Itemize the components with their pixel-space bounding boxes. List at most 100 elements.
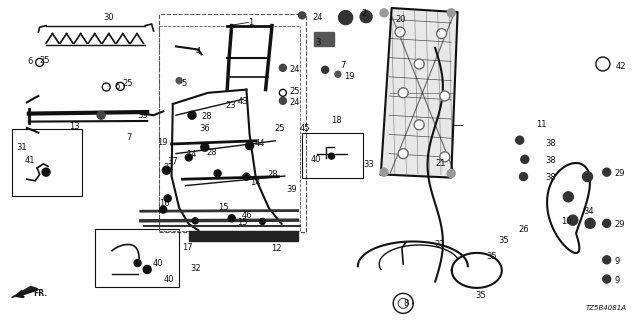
Circle shape — [201, 143, 209, 151]
Circle shape — [163, 166, 170, 174]
Text: 46: 46 — [242, 211, 253, 220]
Text: 40: 40 — [310, 155, 321, 164]
Circle shape — [380, 9, 388, 17]
Circle shape — [192, 218, 198, 224]
Circle shape — [414, 59, 424, 69]
Circle shape — [42, 168, 50, 176]
Text: 25: 25 — [123, 79, 133, 88]
Text: 44: 44 — [255, 139, 265, 148]
Circle shape — [259, 219, 266, 224]
Circle shape — [134, 260, 141, 267]
Text: 30: 30 — [104, 13, 115, 22]
Circle shape — [36, 59, 44, 67]
Text: 6: 6 — [114, 82, 119, 91]
Text: 45: 45 — [300, 124, 310, 133]
Circle shape — [246, 141, 253, 150]
Text: 36: 36 — [200, 124, 211, 133]
Circle shape — [280, 97, 286, 104]
Text: 11: 11 — [536, 120, 547, 129]
Text: 28: 28 — [202, 112, 212, 121]
Circle shape — [214, 170, 221, 177]
Polygon shape — [12, 286, 37, 298]
Circle shape — [414, 120, 424, 130]
Bar — [95, 229, 179, 287]
Circle shape — [520, 172, 527, 180]
Circle shape — [280, 89, 286, 96]
Text: 20: 20 — [396, 15, 406, 24]
Circle shape — [582, 172, 593, 182]
Circle shape — [436, 28, 447, 39]
Text: 3: 3 — [316, 38, 321, 47]
Text: 38: 38 — [545, 173, 556, 182]
Text: 21: 21 — [435, 159, 445, 168]
Text: 25: 25 — [40, 56, 50, 65]
Text: 24: 24 — [312, 13, 323, 22]
Text: 41: 41 — [24, 156, 35, 165]
Text: 12: 12 — [271, 244, 281, 253]
Circle shape — [188, 111, 196, 119]
Text: 31: 31 — [16, 143, 27, 152]
Text: 22: 22 — [163, 163, 173, 172]
Text: FR.: FR. — [33, 289, 47, 298]
Text: 40: 40 — [152, 259, 163, 268]
Text: 23: 23 — [225, 101, 236, 110]
Text: 32: 32 — [191, 264, 202, 273]
Circle shape — [603, 256, 611, 264]
Text: 19: 19 — [157, 138, 167, 147]
Text: 27: 27 — [434, 240, 445, 249]
Circle shape — [440, 91, 450, 101]
Text: 35: 35 — [486, 252, 497, 261]
Text: 29: 29 — [614, 220, 625, 229]
Text: 6: 6 — [27, 57, 32, 66]
Circle shape — [398, 148, 408, 159]
Text: 15: 15 — [218, 203, 228, 212]
Text: 7: 7 — [127, 133, 132, 142]
Text: 39: 39 — [138, 111, 148, 120]
Circle shape — [603, 275, 611, 283]
Text: TZ5B4081A: TZ5B4081A — [586, 305, 627, 311]
Text: 18: 18 — [332, 116, 342, 125]
Text: 38: 38 — [545, 156, 556, 165]
Circle shape — [164, 195, 171, 202]
Text: 37: 37 — [168, 157, 179, 166]
Circle shape — [447, 9, 455, 17]
Text: 34: 34 — [584, 207, 595, 216]
Circle shape — [322, 66, 328, 73]
Circle shape — [328, 153, 335, 159]
Circle shape — [563, 192, 573, 202]
Circle shape — [280, 64, 286, 71]
Text: 43: 43 — [238, 97, 249, 106]
Circle shape — [243, 173, 250, 180]
Text: 8: 8 — [403, 299, 408, 308]
Circle shape — [97, 111, 105, 119]
Text: 39: 39 — [287, 185, 298, 194]
Circle shape — [102, 83, 110, 91]
Circle shape — [299, 12, 305, 19]
Text: 15: 15 — [237, 218, 247, 227]
Circle shape — [585, 218, 595, 228]
Circle shape — [603, 220, 611, 227]
Circle shape — [380, 168, 388, 176]
Text: 42: 42 — [616, 62, 626, 71]
Circle shape — [398, 88, 408, 98]
Circle shape — [603, 168, 611, 176]
Circle shape — [176, 78, 182, 84]
Text: 14: 14 — [250, 178, 260, 187]
Text: 4: 4 — [195, 47, 200, 56]
Circle shape — [143, 266, 151, 273]
Circle shape — [521, 156, 529, 164]
Bar — [159, 14, 306, 232]
Text: 25: 25 — [274, 124, 284, 133]
Circle shape — [440, 152, 450, 162]
Text: 2: 2 — [362, 9, 367, 18]
Text: 24: 24 — [289, 65, 300, 74]
Circle shape — [360, 11, 372, 23]
Circle shape — [596, 59, 607, 69]
Text: 28: 28 — [268, 170, 278, 179]
Bar — [12, 129, 82, 196]
Circle shape — [596, 57, 610, 71]
Circle shape — [339, 11, 353, 25]
Text: 1: 1 — [248, 18, 253, 27]
Text: 7: 7 — [340, 61, 346, 70]
Circle shape — [395, 27, 405, 37]
